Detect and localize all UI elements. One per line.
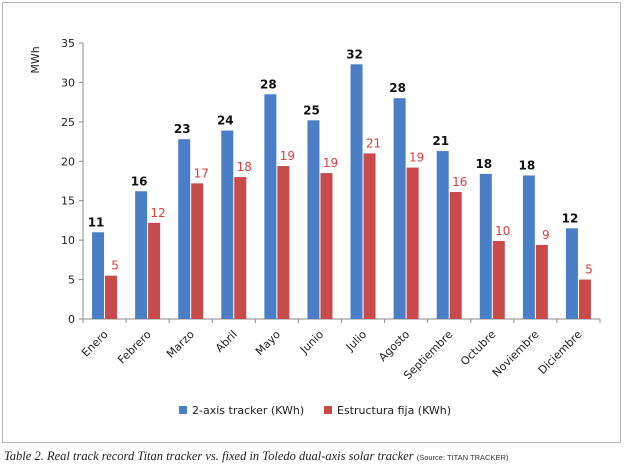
data-label-2-axis: 25	[303, 103, 320, 117]
bar-2-axis-diciembre	[565, 228, 578, 319]
data-label-fija: 10	[495, 224, 510, 238]
y-tick-label: 30	[61, 76, 75, 89]
x-tick-label-marzo: Marzo	[164, 328, 197, 361]
x-tick-label-octubre: Octubre	[458, 328, 498, 368]
bar-fija-abril	[234, 177, 247, 319]
x-tick-label-julio: Julio	[343, 328, 369, 354]
bar-fija-mayo	[277, 166, 290, 319]
y-tick-label: 35	[61, 37, 75, 50]
y-tick-label: 5	[68, 274, 75, 287]
data-label-2-axis: 18	[475, 157, 492, 171]
y-tick-label: 20	[61, 155, 75, 168]
data-label-fija: 12	[150, 206, 165, 220]
data-label-2-axis: 11	[88, 215, 105, 229]
data-label-fija: 9	[542, 228, 550, 242]
x-tick-label-febrero: Febrero	[115, 328, 154, 367]
x-tick-label-abril: Abril	[213, 328, 240, 355]
bars	[92, 64, 591, 319]
x-tick-label-junio: Junio	[297, 328, 326, 357]
bar-fija-marzo	[191, 183, 204, 319]
bar-fija-septiembre	[449, 192, 462, 319]
data-label-fija: 16	[452, 175, 467, 189]
bar-fija-diciembre	[578, 279, 591, 319]
bar-chart: MWh 0 5 10 15 20 25 30 35 11 5 16 12 23 17 24 18 28 19 25…	[29, 37, 601, 417]
bar-2-axis-junio	[307, 120, 320, 319]
legend-label-2-axis: 2-axis tracker (KWh)	[192, 404, 304, 417]
bar-2-axis-mayo	[264, 94, 277, 319]
bar-2-axis-agosto	[393, 98, 406, 319]
x-tick-label-agosto: Agosto	[376, 328, 412, 364]
bar-fija-julio	[363, 153, 376, 319]
data-label-2-axis: 16	[131, 174, 148, 188]
y-axis-label: MWh	[29, 46, 42, 73]
x-tick-label-noviembre: Noviembre	[490, 328, 542, 380]
bar-fija-junio	[320, 173, 333, 319]
bar-2-axis-febrero	[135, 191, 148, 319]
data-label-2-axis: 24	[217, 114, 234, 128]
data-label-fija: 19	[323, 156, 338, 170]
data-label-2-axis: 32	[346, 47, 363, 61]
legend-swatch-2-axis	[179, 406, 187, 414]
legend-label-fija: Estructura fija (KWh)	[337, 404, 451, 417]
bar-2-axis-julio	[350, 64, 363, 319]
y-tick-label: 25	[61, 116, 75, 129]
data-label-fija: 5	[585, 263, 593, 277]
data-label-2-axis: 28	[260, 77, 277, 91]
caption-text: Table 2. Real track record Titan tracker…	[4, 449, 417, 463]
data-label-fija: 19	[409, 151, 424, 165]
bar-2-axis-abril	[221, 130, 234, 319]
bar-2-axis-enero	[92, 232, 105, 319]
data-label-fija: 18	[237, 160, 252, 174]
x-tick-labels: Enero Febrero Marzo Abril Mayo Junio Julio Agos…	[79, 328, 585, 382]
y-tick-label: 0	[68, 313, 75, 326]
bar-fija-enero	[105, 275, 118, 319]
legend-swatch-fija	[324, 406, 332, 414]
bar-2-axis-marzo	[178, 139, 191, 319]
data-label-2-axis: 21	[432, 134, 449, 148]
data-labels: 11 5 16 12 23 17 24 18 28 19 25 19 32 21 28 19 21 16 18 10 1…	[88, 47, 593, 276]
bar-fija-octubre	[492, 240, 505, 319]
x-tick-label-mayo: Mayo	[253, 328, 283, 358]
figure-caption: Table 2. Real track record Titan tracker…	[4, 449, 621, 464]
data-label-fija: 19	[280, 149, 295, 163]
data-label-2-axis: 12	[562, 211, 579, 225]
legend: 2-axis tracker (KWh) Estructura fija (KW…	[179, 404, 451, 417]
x-tick-label-enero: Enero	[79, 328, 111, 360]
bar-fija-agosto	[406, 167, 419, 319]
data-label-fija: 21	[366, 136, 381, 150]
data-label-fija: 5	[111, 259, 119, 273]
data-label-2-axis: 23	[174, 122, 191, 136]
bar-2-axis-septiembre	[436, 151, 449, 319]
y-tick-label: 10	[61, 234, 75, 247]
bar-2-axis-octubre	[479, 173, 492, 319]
data-label-fija: 17	[194, 166, 209, 180]
bar-fija-noviembre	[535, 244, 548, 319]
bar-fija-febrero	[148, 222, 161, 319]
y-tick-label: 15	[61, 195, 75, 208]
axes: 0 5 10 15 20 25 30 35	[61, 37, 601, 326]
x-tick-label-diciembre: Diciembre	[536, 328, 585, 377]
caption-source: (Source: TITAN TRACKER)	[416, 453, 509, 462]
data-label-2-axis: 28	[389, 81, 406, 95]
data-label-2-axis: 18	[519, 158, 536, 172]
bar-2-axis-noviembre	[522, 175, 535, 319]
